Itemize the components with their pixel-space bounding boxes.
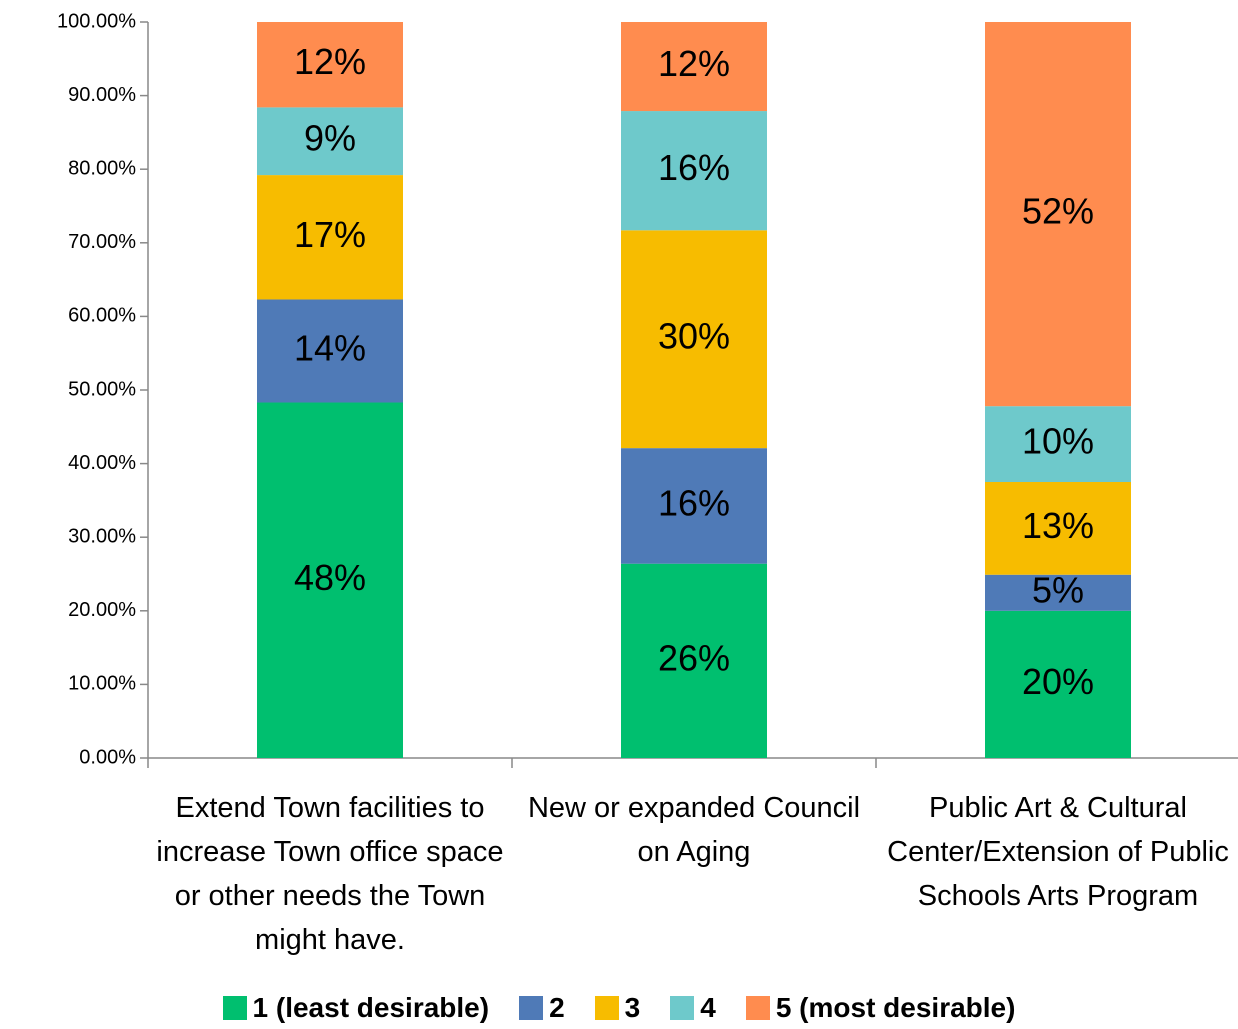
y-tick-label: 80.00% [68, 157, 136, 179]
legend-label: 5 (most desirable) [775, 992, 1016, 1023]
legend-swatch [745, 996, 770, 1020]
bar-segment [621, 111, 767, 231]
data-label: 16% [658, 482, 730, 523]
y-tick-label: 0.00% [79, 746, 136, 768]
legend-label: 3 [624, 992, 641, 1023]
x-tick-label: New or expanded Council on Aging [527, 792, 861, 868]
bar-segment [257, 175, 403, 300]
y-tick-label: 70.00% [68, 231, 136, 253]
data-label: 5% [1032, 569, 1084, 610]
y-tick-label: 30.00% [68, 525, 136, 547]
data-label: 20% [1022, 661, 1094, 702]
data-label: 12% [658, 43, 730, 84]
data-label: 9% [304, 118, 356, 159]
y-tick-label: 100.00% [57, 10, 136, 32]
bar-segment [621, 22, 767, 112]
x-tick-label: Extend Town facilities to increase Town … [156, 792, 504, 956]
bar-segment [257, 402, 403, 758]
data-label: 26% [658, 637, 730, 678]
legend-label: 4 [700, 992, 716, 1023]
bar-segment [257, 22, 403, 108]
bar-segment [985, 22, 1131, 407]
legend-swatch [670, 996, 695, 1020]
legend-item: 5 (most desirable) [745, 992, 1016, 1024]
data-label: 16% [658, 147, 730, 188]
y-tick-label: 90.00% [68, 84, 136, 106]
data-label: 30% [658, 316, 730, 357]
y-tick-label: 60.00% [68, 305, 136, 327]
legend-item: 1 (least desirable) [222, 992, 490, 1024]
y-tick-label: 50.00% [68, 378, 136, 400]
legend-item: 4 [670, 992, 716, 1024]
legend-swatch [519, 996, 544, 1020]
bar-segment [621, 230, 767, 449]
bar-segment [257, 107, 403, 176]
legend-item: 3 [594, 992, 641, 1024]
bar-segment [985, 406, 1131, 482]
data-label: 12% [294, 41, 366, 82]
bar-segment [985, 574, 1131, 611]
data-label: 13% [1022, 505, 1094, 546]
legend-label: 1 (least desirable) [252, 992, 490, 1023]
bar-segment [257, 299, 403, 403]
legend: 1 (least desirable) 2 3 4 5 (most desirable) [0, 992, 1238, 1024]
y-tick-label: 20.00% [68, 599, 136, 621]
legend-item: 2 [519, 992, 565, 1024]
data-label: 52% [1022, 191, 1094, 232]
x-tick-label: Public Art & Cultural Center/Extension o… [887, 792, 1229, 912]
data-label: 48% [294, 557, 366, 598]
y-tick-label: 40.00% [68, 452, 136, 474]
bar-segment [985, 610, 1131, 758]
y-tick-label: 10.00% [68, 673, 136, 695]
legend-swatch [222, 996, 247, 1020]
data-label: 14% [294, 328, 366, 369]
legend-label: 2 [549, 992, 565, 1023]
bar-segment [985, 482, 1131, 575]
data-label: 10% [1022, 421, 1094, 462]
bar-segment [621, 448, 767, 564]
data-label: 17% [294, 214, 366, 255]
legend-swatch [594, 996, 619, 1020]
bar-segment [621, 563, 767, 758]
